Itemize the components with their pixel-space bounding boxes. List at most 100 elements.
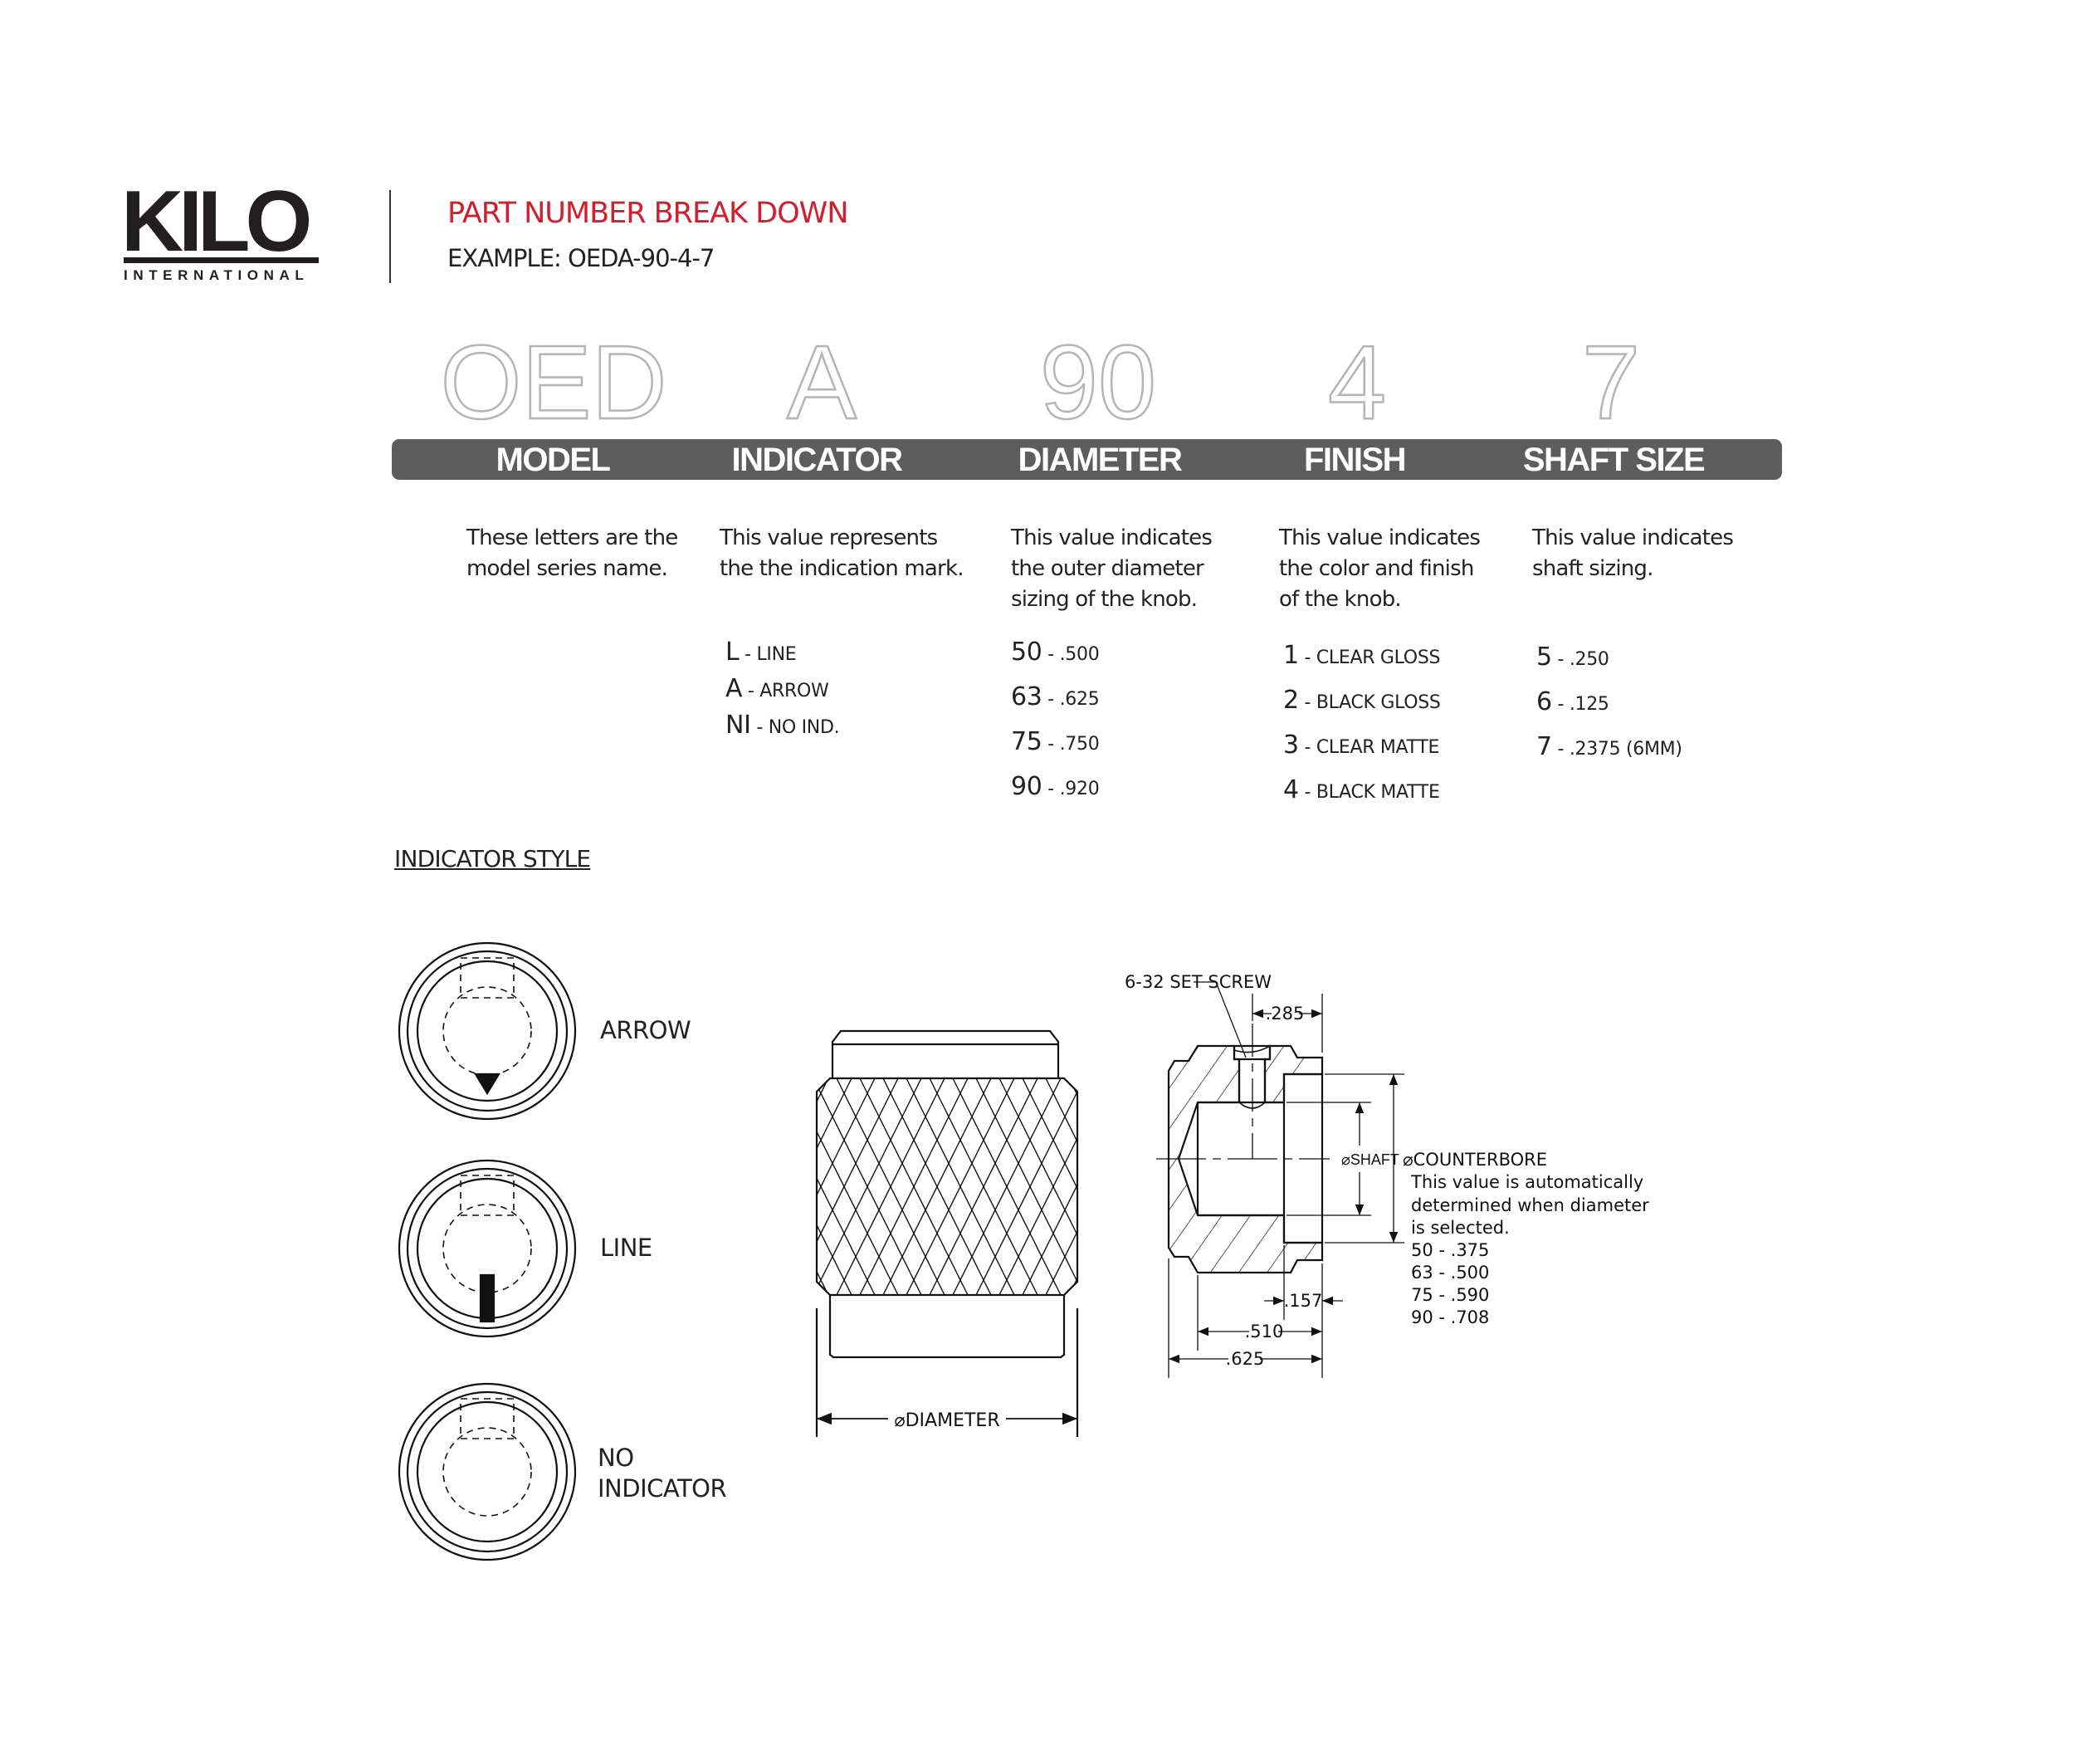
knurl-line: [1045, 1078, 1077, 1295]
knurl-line: [817, 1078, 829, 1295]
description-line: This value indicates: [1011, 525, 1213, 550]
knurl-line: [797, 1078, 805, 1295]
option-value: ARROW: [759, 681, 829, 701]
option-diameter: 90 - .920: [1011, 772, 1100, 801]
description-line: model series name.: [466, 556, 668, 581]
option-key: 5: [1536, 643, 1552, 672]
option-key: 4: [1283, 775, 1299, 804]
option-indicator: NI - NO IND.: [725, 711, 840, 740]
option-value: BLACK MATTE: [1316, 782, 1440, 803]
counterbore-value: 75 - .590: [1411, 1285, 1489, 1305]
option-key: 7: [1536, 732, 1552, 761]
description-diameter: This value indicates the outer diameter …: [1011, 523, 1213, 615]
description-line: This value indicates: [1532, 525, 1734, 550]
label-shaft-size: SHAFT SIZE: [1522, 442, 1706, 478]
shaft-label: ⌀SHAFT: [1341, 1151, 1399, 1168]
kilo-logo-subtitle: INTERNATIONAL: [124, 267, 310, 283]
indicator-style-heading: INDICATOR STYLE: [394, 845, 591, 872]
top-cap: [831, 1029, 1060, 1078]
knurl-line: [906, 1078, 1015, 1295]
option-value: .625: [1059, 689, 1100, 710]
option-value: CLEAR MATTE: [1316, 737, 1440, 758]
knurl-line: [817, 1078, 899, 1295]
set-screw-label: 6-32 SET SCREW: [1125, 972, 1272, 992]
option-value: .2375 (6MM): [1569, 739, 1682, 760]
knob-side-view: ⌀DIAMETER: [797, 1029, 1096, 1437]
knurl-line: [1068, 1078, 1077, 1295]
counterbore-label: ⌀COUNTERBORE: [1403, 1150, 1547, 1170]
option-key: 2: [1283, 686, 1299, 715]
knurl-line: [952, 1078, 1062, 1295]
kilo-logo: KILO: [121, 173, 312, 270]
knurl-line: [1068, 1078, 1077, 1295]
option-key: A: [725, 674, 743, 703]
arrow-indicator-icon: [398, 941, 577, 1121]
knurl-line: [859, 1078, 969, 1295]
code-diameter: 90: [1039, 324, 1158, 441]
diameter-dimension-label: ⌀DIAMETER: [894, 1410, 999, 1431]
segment-header-bar: [392, 439, 1782, 480]
label-diameter: DIAMETER: [1018, 442, 1183, 478]
option-finish: 3 - CLEAR MATTE: [1283, 731, 1440, 760]
no-indicator-icon: [398, 1382, 577, 1561]
indicator-style-diagrams: [398, 941, 577, 1561]
option-key: 75: [1011, 727, 1042, 756]
option-value: CLEAR GLOSS: [1316, 647, 1441, 668]
option-value: .250: [1569, 649, 1609, 670]
description-line: These letters are the: [466, 525, 678, 550]
counterbore-value: 90 - .708: [1411, 1307, 1489, 1327]
option-value: BLACK GLOSS: [1316, 692, 1441, 713]
line-indicator-icon: [398, 1159, 577, 1338]
knurl-line: [929, 1078, 1038, 1295]
counterbore-value: 63 - .500: [1411, 1263, 1489, 1283]
description-indicator: This value represents the the indication…: [720, 523, 964, 584]
option-diameter: 50 - .500: [1011, 638, 1100, 667]
description-line: sizing of the knob.: [1011, 587, 1198, 612]
knurl-line: [1092, 1078, 1096, 1295]
counterbore-note: This value is automatically: [1410, 1172, 1643, 1192]
knurl-line: [998, 1078, 1077, 1295]
label-indicator: INDICATOR: [731, 442, 903, 478]
knurl-pattern: [797, 1078, 1096, 1295]
description-line: the outer diameter: [1011, 556, 1204, 581]
option-shaft-size: 7 - .2375 (6MM): [1536, 732, 1682, 761]
option-finish: 2 - BLACK GLOSS: [1283, 686, 1441, 715]
dim-625: .625: [1226, 1349, 1265, 1369]
option-diameter: 75 - .750: [1011, 727, 1100, 756]
code-model: OED: [439, 324, 668, 441]
option-key: 90: [1011, 772, 1042, 801]
knurl-line: [817, 1078, 852, 1295]
label-finish: FINISH: [1303, 442, 1407, 478]
option-key: NI: [725, 711, 751, 740]
option-finish: 1 - CLEAR GLOSS: [1283, 641, 1441, 670]
knurl-line: [817, 1078, 852, 1295]
knurl-line: [1045, 1078, 1077, 1295]
description-line: This value indicates: [1279, 525, 1481, 550]
option-value: .500: [1059, 644, 1100, 665]
option-key: 50: [1011, 638, 1042, 667]
option-shaft-size: 5 - .250: [1536, 643, 1609, 672]
knurl-line: [1022, 1078, 1077, 1295]
indicator-label-arrow: ARROW: [600, 1016, 691, 1044]
dim-157: .157: [1284, 1291, 1323, 1311]
logo-rule: [124, 257, 319, 263]
description-line: shaft sizing.: [1532, 556, 1653, 581]
label-line: NO: [598, 1444, 634, 1472]
knurl-line: [797, 1078, 805, 1295]
knurl-line: [817, 1078, 829, 1295]
knurl-line: [1022, 1078, 1077, 1295]
description-line: the the indication mark.: [720, 556, 964, 581]
knurl-line: [882, 1078, 992, 1295]
option-finish: 4 - BLACK MATTE: [1283, 775, 1440, 804]
page-title: PART NUMBER BREAK DOWN: [447, 197, 848, 230]
description-shaft-size: This value indicates shaft sizing.: [1532, 523, 1734, 584]
counterbore-note: determined when diameter: [1411, 1195, 1649, 1215]
knurl-line: [817, 1078, 876, 1295]
code-indicator: A: [786, 324, 858, 441]
dim-510: .510: [1245, 1322, 1284, 1341]
option-key: 3: [1283, 731, 1299, 760]
dim-285: .285: [1266, 1004, 1305, 1024]
option-indicator: L - LINE: [725, 638, 797, 667]
option-key: 63: [1011, 682, 1042, 711]
counterbore-value: 50 - .375: [1411, 1240, 1489, 1260]
